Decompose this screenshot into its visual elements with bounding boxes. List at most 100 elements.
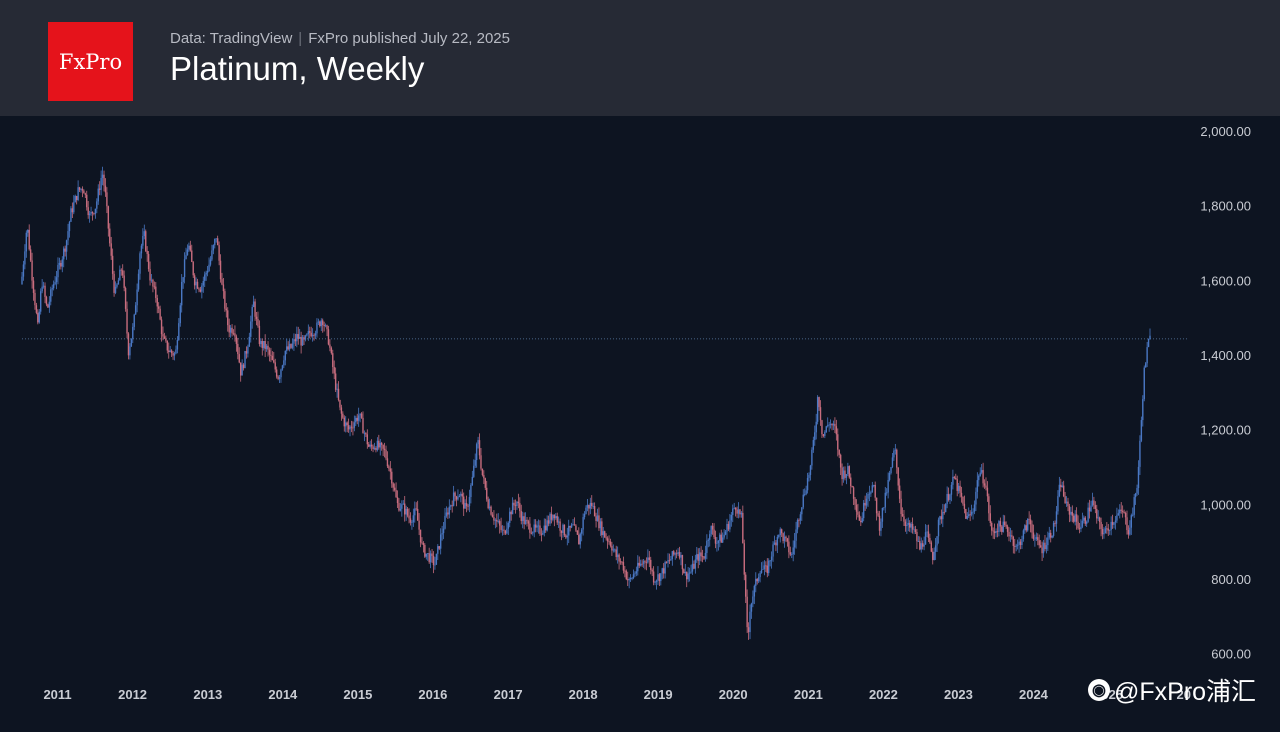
- candle: [97, 184, 99, 205]
- candle: [1126, 510, 1128, 535]
- candle: [412, 508, 415, 527]
- candle: [556, 512, 558, 525]
- candle: [342, 411, 344, 419]
- candle: [475, 442, 478, 468]
- candle: [451, 500, 453, 513]
- candle: [454, 491, 456, 502]
- candle: [619, 558, 622, 565]
- candle: [995, 528, 997, 538]
- candle: [871, 481, 874, 493]
- candle: [524, 512, 527, 525]
- candle: [559, 518, 561, 537]
- candle: [486, 480, 488, 502]
- candle: [973, 500, 976, 515]
- candle: [824, 430, 826, 439]
- candle: [533, 519, 535, 538]
- candle: [353, 415, 356, 432]
- candle: [629, 574, 632, 582]
- candle: [501, 525, 504, 536]
- candle: [563, 524, 566, 537]
- candle: [1039, 540, 1042, 548]
- candle: [709, 530, 711, 547]
- candle: [480, 447, 482, 471]
- candle: [54, 275, 56, 286]
- candle: [614, 548, 616, 553]
- candle: [457, 489, 459, 501]
- candle: [464, 499, 466, 509]
- candle: [627, 571, 629, 587]
- candle: [181, 274, 183, 313]
- candle: [726, 518, 728, 540]
- candle: [372, 444, 374, 453]
- candle: [110, 236, 112, 260]
- candle: [1139, 435, 1141, 476]
- candle: [988, 493, 990, 521]
- candle: [582, 513, 584, 536]
- candle: [1062, 480, 1065, 498]
- candle: [463, 492, 465, 516]
- candle: [362, 411, 364, 434]
- candle: [193, 273, 196, 290]
- candle: [723, 529, 725, 540]
- candle: [854, 496, 856, 510]
- candle: [930, 540, 933, 553]
- candle: [1014, 538, 1016, 554]
- candle: [1077, 515, 1079, 530]
- candle: [251, 304, 253, 329]
- candle: [1119, 504, 1121, 519]
- candle: [601, 517, 603, 538]
- candle: [168, 342, 170, 359]
- candle: [149, 261, 151, 286]
- candle: [241, 359, 243, 376]
- candle: [1067, 497, 1069, 512]
- candle: [883, 507, 885, 511]
- candle: [71, 202, 74, 219]
- candle: [523, 512, 525, 530]
- candle: [585, 505, 587, 515]
- candle: [706, 534, 708, 560]
- candle: [1104, 525, 1107, 534]
- candle: [359, 413, 361, 423]
- candle: [393, 483, 396, 492]
- x-tick-label: 2011: [43, 687, 71, 702]
- candle: [637, 555, 639, 576]
- candle: [521, 511, 524, 529]
- candle: [972, 508, 974, 520]
- candle: [21, 272, 23, 285]
- candle: [1042, 539, 1045, 558]
- candle: [1018, 537, 1020, 553]
- candle: [208, 257, 210, 272]
- x-tick-label: 2013: [193, 687, 222, 702]
- candle: [1012, 535, 1015, 554]
- candle: [465, 495, 468, 513]
- candle: [1100, 517, 1102, 537]
- candle: [333, 360, 335, 380]
- candle: [100, 170, 102, 196]
- candle: [450, 504, 452, 511]
- candle: [822, 434, 825, 438]
- candle: [855, 499, 858, 520]
- candle: [48, 296, 51, 313]
- candles: [21, 166, 1151, 640]
- candle: [143, 224, 145, 240]
- candle: [275, 366, 278, 379]
- candle: [404, 496, 406, 522]
- candle: [209, 256, 212, 267]
- candle: [763, 560, 766, 576]
- candle: [1090, 500, 1092, 512]
- candle: [743, 539, 745, 581]
- candle: [697, 548, 699, 569]
- price-chart[interactable]: 600.00 800.00 1,000.00 1,200.00 1,400.00 1,60…: [0, 116, 1280, 732]
- candle: [70, 206, 72, 223]
- candle: [455, 495, 458, 507]
- candle: [322, 318, 324, 333]
- candle: [311, 328, 314, 342]
- candle: [146, 246, 148, 262]
- candle: [592, 502, 594, 509]
- candle: [1073, 513, 1075, 524]
- candle: [386, 451, 389, 469]
- candle: [90, 206, 92, 216]
- candle: [132, 323, 134, 344]
- candle: [985, 477, 987, 491]
- candle: [517, 493, 520, 509]
